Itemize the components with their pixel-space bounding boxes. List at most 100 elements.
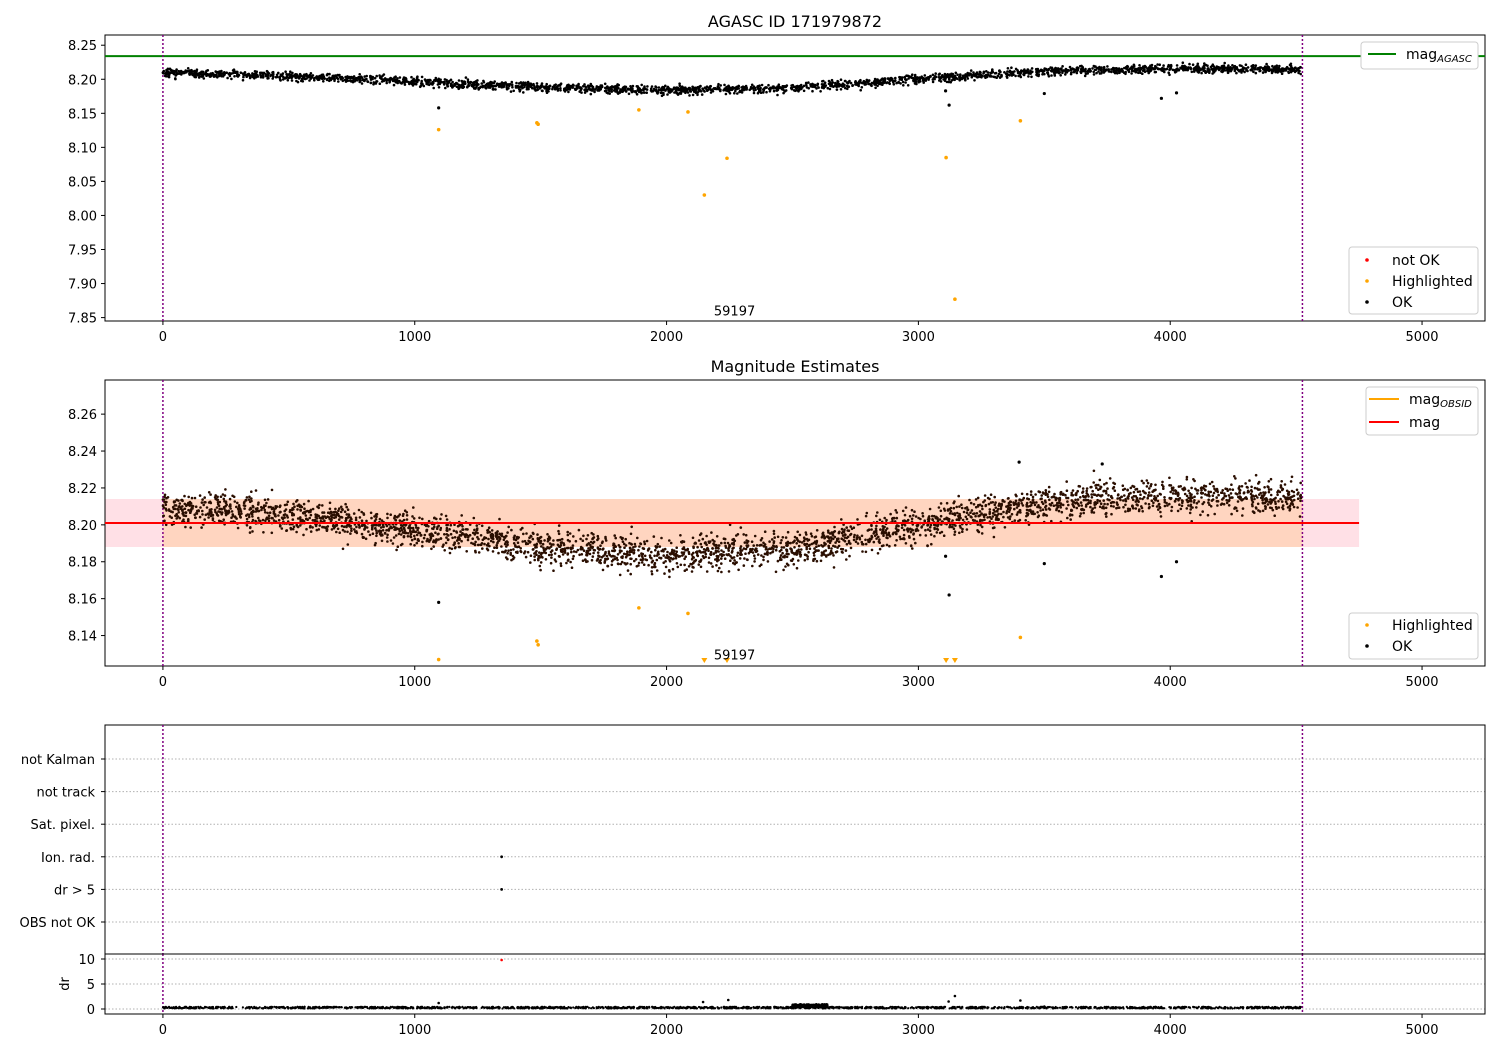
ok-point xyxy=(168,515,172,518)
ok-point xyxy=(858,536,861,539)
ok-point xyxy=(518,90,522,93)
ok-point xyxy=(949,80,952,84)
ok-point xyxy=(200,526,203,529)
ok-point xyxy=(1201,486,1205,490)
ok-point xyxy=(626,550,629,553)
ok-point xyxy=(819,559,823,563)
ok-point xyxy=(792,85,796,89)
ok-point xyxy=(616,558,619,562)
ok-point xyxy=(1284,68,1288,71)
ok-point xyxy=(682,553,685,556)
ok-point xyxy=(397,532,401,536)
ok-point xyxy=(536,533,539,536)
ok-point xyxy=(846,87,849,91)
ok-point xyxy=(1238,64,1242,67)
ok-point xyxy=(267,72,271,75)
ok-point xyxy=(1078,64,1082,68)
ok-point xyxy=(372,81,376,84)
ok-point xyxy=(924,534,928,537)
ok-point xyxy=(958,531,961,535)
ok-point xyxy=(929,74,932,78)
ok-point xyxy=(557,524,561,527)
ok-point xyxy=(253,72,256,76)
ok-point xyxy=(1041,508,1045,512)
ok-point xyxy=(1066,516,1069,520)
ok-point xyxy=(1254,71,1258,75)
ok-point xyxy=(733,539,737,543)
ok-point xyxy=(999,70,1002,74)
ok-point xyxy=(1254,473,1258,477)
ok-point xyxy=(1117,68,1121,72)
ok-point xyxy=(986,71,990,74)
ok-point xyxy=(976,496,980,500)
ok-point xyxy=(840,518,843,521)
ok-point xyxy=(813,540,817,543)
ok-point xyxy=(709,553,713,556)
ok-point xyxy=(1156,494,1159,498)
ok-point xyxy=(256,75,260,78)
ok-point xyxy=(823,550,826,553)
ok-point xyxy=(567,83,570,87)
ok-point xyxy=(1077,504,1081,507)
ok-point xyxy=(643,542,647,546)
ok-point xyxy=(1269,477,1273,481)
ok-point xyxy=(1053,68,1057,72)
ok-point xyxy=(663,572,666,575)
ok-point xyxy=(988,508,992,511)
ok-point xyxy=(398,76,402,79)
ok-point xyxy=(1299,72,1302,76)
ok-point xyxy=(451,536,454,540)
ok-point xyxy=(229,503,232,506)
ok-point xyxy=(607,88,610,91)
agasc-ytick-label: 8.05 xyxy=(68,175,97,190)
ok-point xyxy=(760,563,763,566)
ok-point xyxy=(821,80,824,83)
ok-point xyxy=(491,550,495,553)
ok-point xyxy=(449,523,453,527)
ok-point xyxy=(215,506,219,509)
ok-point xyxy=(1190,486,1193,490)
ok-point xyxy=(1112,481,1115,485)
ok-point xyxy=(696,553,699,557)
ok-point xyxy=(688,94,691,97)
ok-point xyxy=(1189,66,1192,69)
ok-point xyxy=(336,73,340,77)
ok-point xyxy=(293,505,296,509)
ok-point xyxy=(488,530,492,534)
ok-point xyxy=(1029,69,1032,72)
ok-point xyxy=(1259,69,1262,72)
ok-point xyxy=(1112,485,1116,489)
ok-point xyxy=(1017,74,1020,78)
ok-point xyxy=(1289,64,1293,68)
ok-point xyxy=(194,70,198,74)
ok-point xyxy=(895,516,899,520)
ok-point xyxy=(583,91,587,94)
ok-point xyxy=(519,85,522,89)
agasc-xtick-label: 5000 xyxy=(1405,330,1438,345)
ok-point xyxy=(710,531,713,534)
ok-point xyxy=(280,527,284,530)
ok-point xyxy=(363,75,367,78)
ok-point xyxy=(1134,67,1137,71)
ok-point xyxy=(464,76,468,79)
ok-point xyxy=(490,85,493,88)
ok-point xyxy=(939,514,943,518)
ok-point xyxy=(1043,72,1046,76)
ok-point xyxy=(696,545,699,549)
ok-point xyxy=(626,87,630,91)
ok-point xyxy=(1227,494,1231,497)
ok-point xyxy=(567,546,570,550)
ok-point xyxy=(727,85,731,89)
agasc-ytick-label: 8.00 xyxy=(68,209,97,224)
ok-point xyxy=(1053,492,1056,496)
ok-point xyxy=(1204,488,1207,492)
ok-point xyxy=(593,90,596,94)
ok-point xyxy=(1118,71,1121,75)
ok-point xyxy=(1241,507,1245,510)
ok-point xyxy=(175,72,179,75)
ok-point xyxy=(469,81,472,84)
ok-point xyxy=(1036,515,1040,519)
ok-point xyxy=(984,503,988,507)
ok-point xyxy=(1008,70,1011,74)
ok-point xyxy=(630,525,633,529)
